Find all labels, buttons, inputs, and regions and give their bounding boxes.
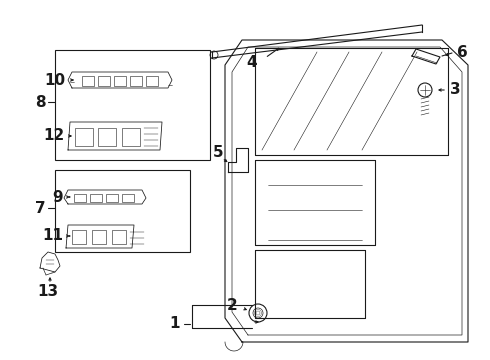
- Bar: [72, 230, 86, 244]
- Bar: [92, 230, 106, 244]
- Bar: [75, 128, 93, 146]
- Text: 9: 9: [52, 189, 63, 204]
- Text: 3: 3: [450, 82, 460, 98]
- Text: 2: 2: [227, 298, 238, 314]
- Bar: [90, 194, 102, 202]
- Text: 4: 4: [246, 54, 257, 69]
- Bar: [112, 230, 126, 244]
- Bar: [130, 76, 142, 86]
- Text: 13: 13: [37, 284, 59, 300]
- Text: 7: 7: [35, 201, 45, 216]
- Bar: [106, 194, 118, 202]
- Bar: [74, 194, 86, 202]
- Bar: [98, 128, 116, 146]
- Text: 1: 1: [170, 316, 180, 332]
- Bar: [98, 76, 110, 86]
- Text: 6: 6: [457, 45, 467, 59]
- Bar: [55, 50, 210, 160]
- Bar: [55, 170, 190, 252]
- Bar: [146, 76, 158, 86]
- Bar: [122, 128, 140, 146]
- Bar: [82, 76, 94, 86]
- Text: 5: 5: [213, 144, 223, 159]
- Bar: [114, 76, 126, 86]
- Text: 11: 11: [42, 229, 63, 243]
- Text: 12: 12: [44, 129, 65, 144]
- Bar: [122, 194, 134, 202]
- Text: 10: 10: [44, 72, 65, 87]
- Text: 8: 8: [35, 95, 45, 109]
